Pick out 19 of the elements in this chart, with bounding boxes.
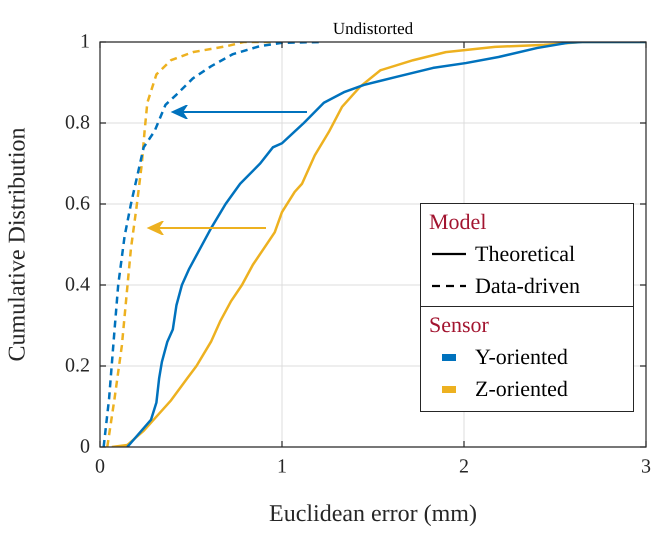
y-tick-label: 0 [80, 435, 90, 458]
annotation: Model [429, 208, 488, 236]
y-tick-label: 0.8 [65, 111, 90, 134]
y-tick-label: 0.4 [65, 273, 90, 296]
annotation: Y-oriented [475, 343, 568, 371]
y-tick-label: 0.6 [65, 192, 90, 214]
annotation: Sensor [429, 311, 490, 339]
x-axis-title: Euclidean error (mm) [269, 500, 477, 527]
x-tick-label: 0 [95, 455, 105, 478]
x-tick-label: 1 [277, 455, 287, 478]
y-axis-title: Cumulative Distribution [4, 128, 31, 362]
y-tick-label: 1 [80, 30, 90, 52]
x-tick-label: 3 [641, 455, 651, 478]
annotation: Theoretical [475, 240, 576, 268]
chart-title: Undistorted [332, 18, 414, 38]
annotation: Z-oriented [475, 375, 568, 403]
y-tick-label: 0.2 [65, 354, 90, 376]
x-tick-label: 2 [459, 455, 469, 478]
annotation: Data-driven [475, 272, 580, 300]
